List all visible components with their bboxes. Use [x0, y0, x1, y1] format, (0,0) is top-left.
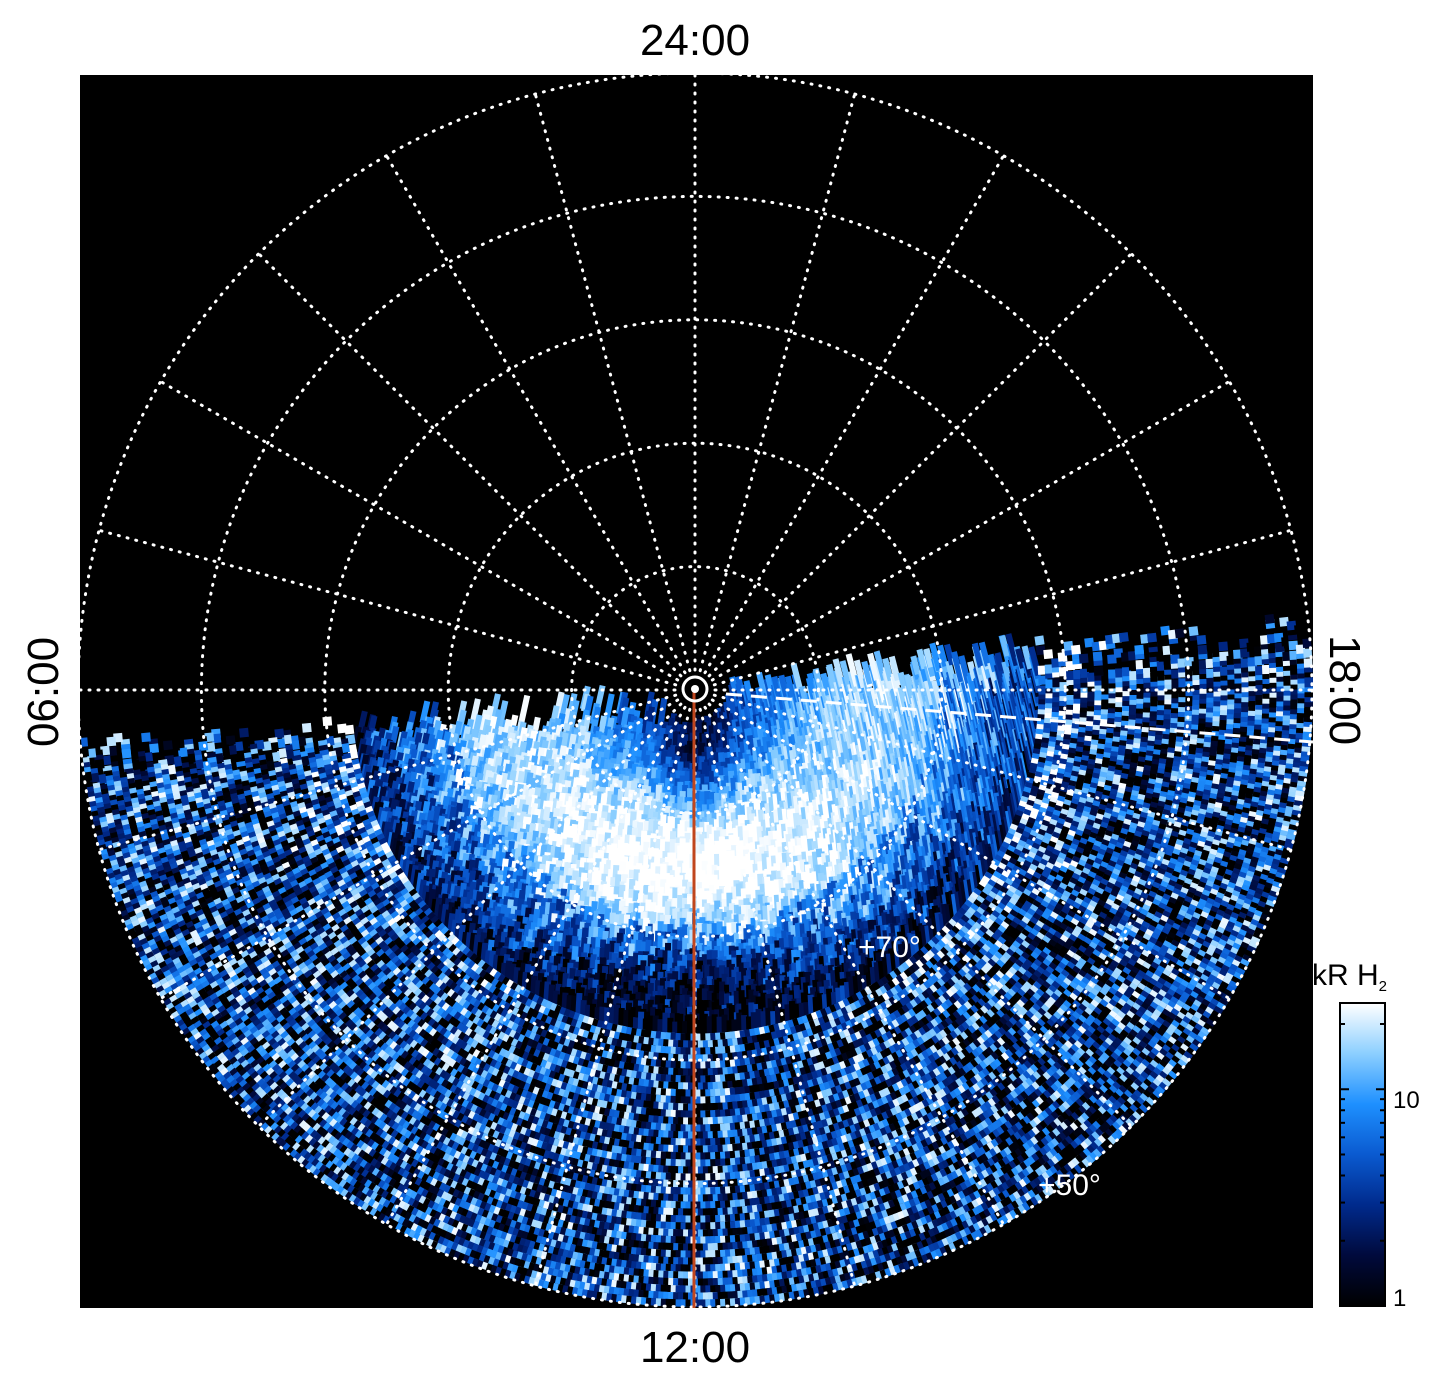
emission-cell [620, 706, 631, 729]
